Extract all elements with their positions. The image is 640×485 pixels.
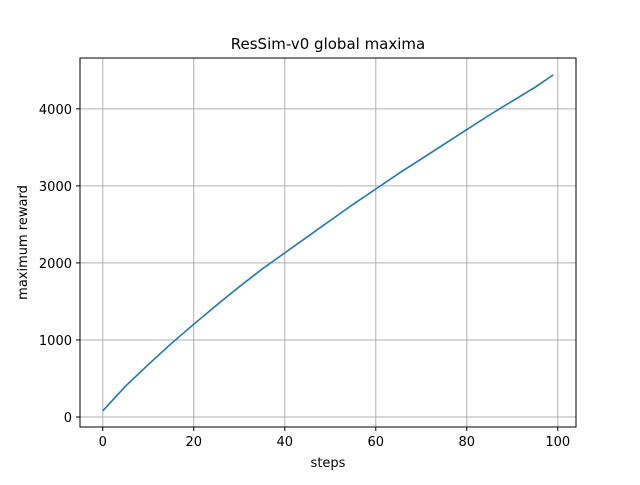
- series-layer: [102, 74, 554, 412]
- x-tick-label: 20: [185, 435, 202, 450]
- chart-title: ResSim-v0 global maxima: [231, 35, 425, 53]
- y-tick-label: 0: [64, 411, 72, 426]
- y-axis-label: maximum reward: [16, 185, 31, 300]
- x-tick-label: 80: [459, 435, 476, 450]
- y-tick-label: 4000: [39, 103, 72, 118]
- x-axis-label: steps: [311, 456, 346, 471]
- y-tick-label: 3000: [39, 180, 72, 195]
- x-tick-label: 40: [276, 435, 293, 450]
- series-line: [102, 74, 554, 412]
- y-tick-label: 2000: [39, 257, 72, 272]
- y-tick-label: 1000: [39, 334, 72, 349]
- x-tick-label: 100: [545, 435, 570, 450]
- x-tick-label: 60: [368, 435, 385, 450]
- grid-lines: [80, 58, 576, 427]
- x-tick-label: 0: [99, 435, 107, 450]
- plot-frame: [79, 57, 577, 428]
